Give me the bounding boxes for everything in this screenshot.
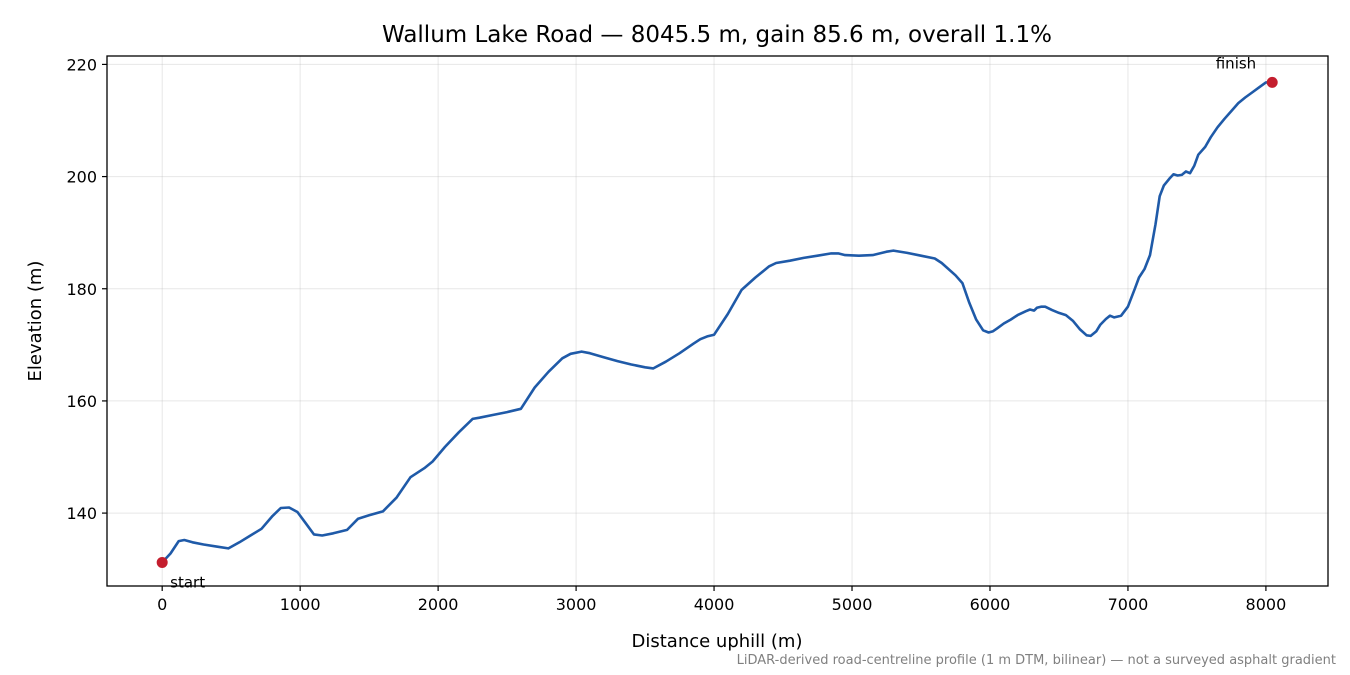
x-tick-label: 6000 xyxy=(970,595,1011,614)
footnote: LiDAR-derived road-centreline profile (1… xyxy=(737,653,1336,668)
x-tick-label: 1000 xyxy=(280,595,321,614)
finish-label: finish xyxy=(1216,54,1256,72)
y-tick-label: 220 xyxy=(66,55,97,74)
x-tick-label: 7000 xyxy=(1108,595,1149,614)
y-tick-label: 160 xyxy=(66,392,97,411)
x-tick-label: 8000 xyxy=(1246,595,1287,614)
x-tick-label: 4000 xyxy=(694,595,735,614)
chart-title: Wallum Lake Road — 8045.5 m, gain 85.6 m… xyxy=(382,22,1052,48)
start-label: start xyxy=(170,573,205,591)
x-tick-label: 2000 xyxy=(418,595,459,614)
y-tick-label: 180 xyxy=(66,280,97,299)
grid-lines xyxy=(107,56,1328,586)
markers-layer: start finish xyxy=(156,54,1278,591)
elevation-line xyxy=(160,81,1274,564)
x-axis-label: Distance uphill (m) xyxy=(632,631,803,652)
y-tick-label: 140 xyxy=(66,504,97,523)
finish-marker xyxy=(1266,76,1278,88)
start-marker xyxy=(156,556,168,568)
x-axis-ticks: 0 1000 2000 3000 4000 5000 6000 7000 8000 xyxy=(157,586,1286,614)
x-tick-label: 5000 xyxy=(832,595,873,614)
plot-frame xyxy=(106,55,1329,587)
x-tick-label: 0 xyxy=(157,595,167,614)
y-axis-ticks: 140 160 180 200 220 xyxy=(66,55,107,523)
x-tick-label: 3000 xyxy=(556,595,597,614)
y-axis-label: Elevation (m) xyxy=(25,261,46,382)
series-layer xyxy=(160,81,1274,564)
y-tick-label: 200 xyxy=(66,168,97,187)
